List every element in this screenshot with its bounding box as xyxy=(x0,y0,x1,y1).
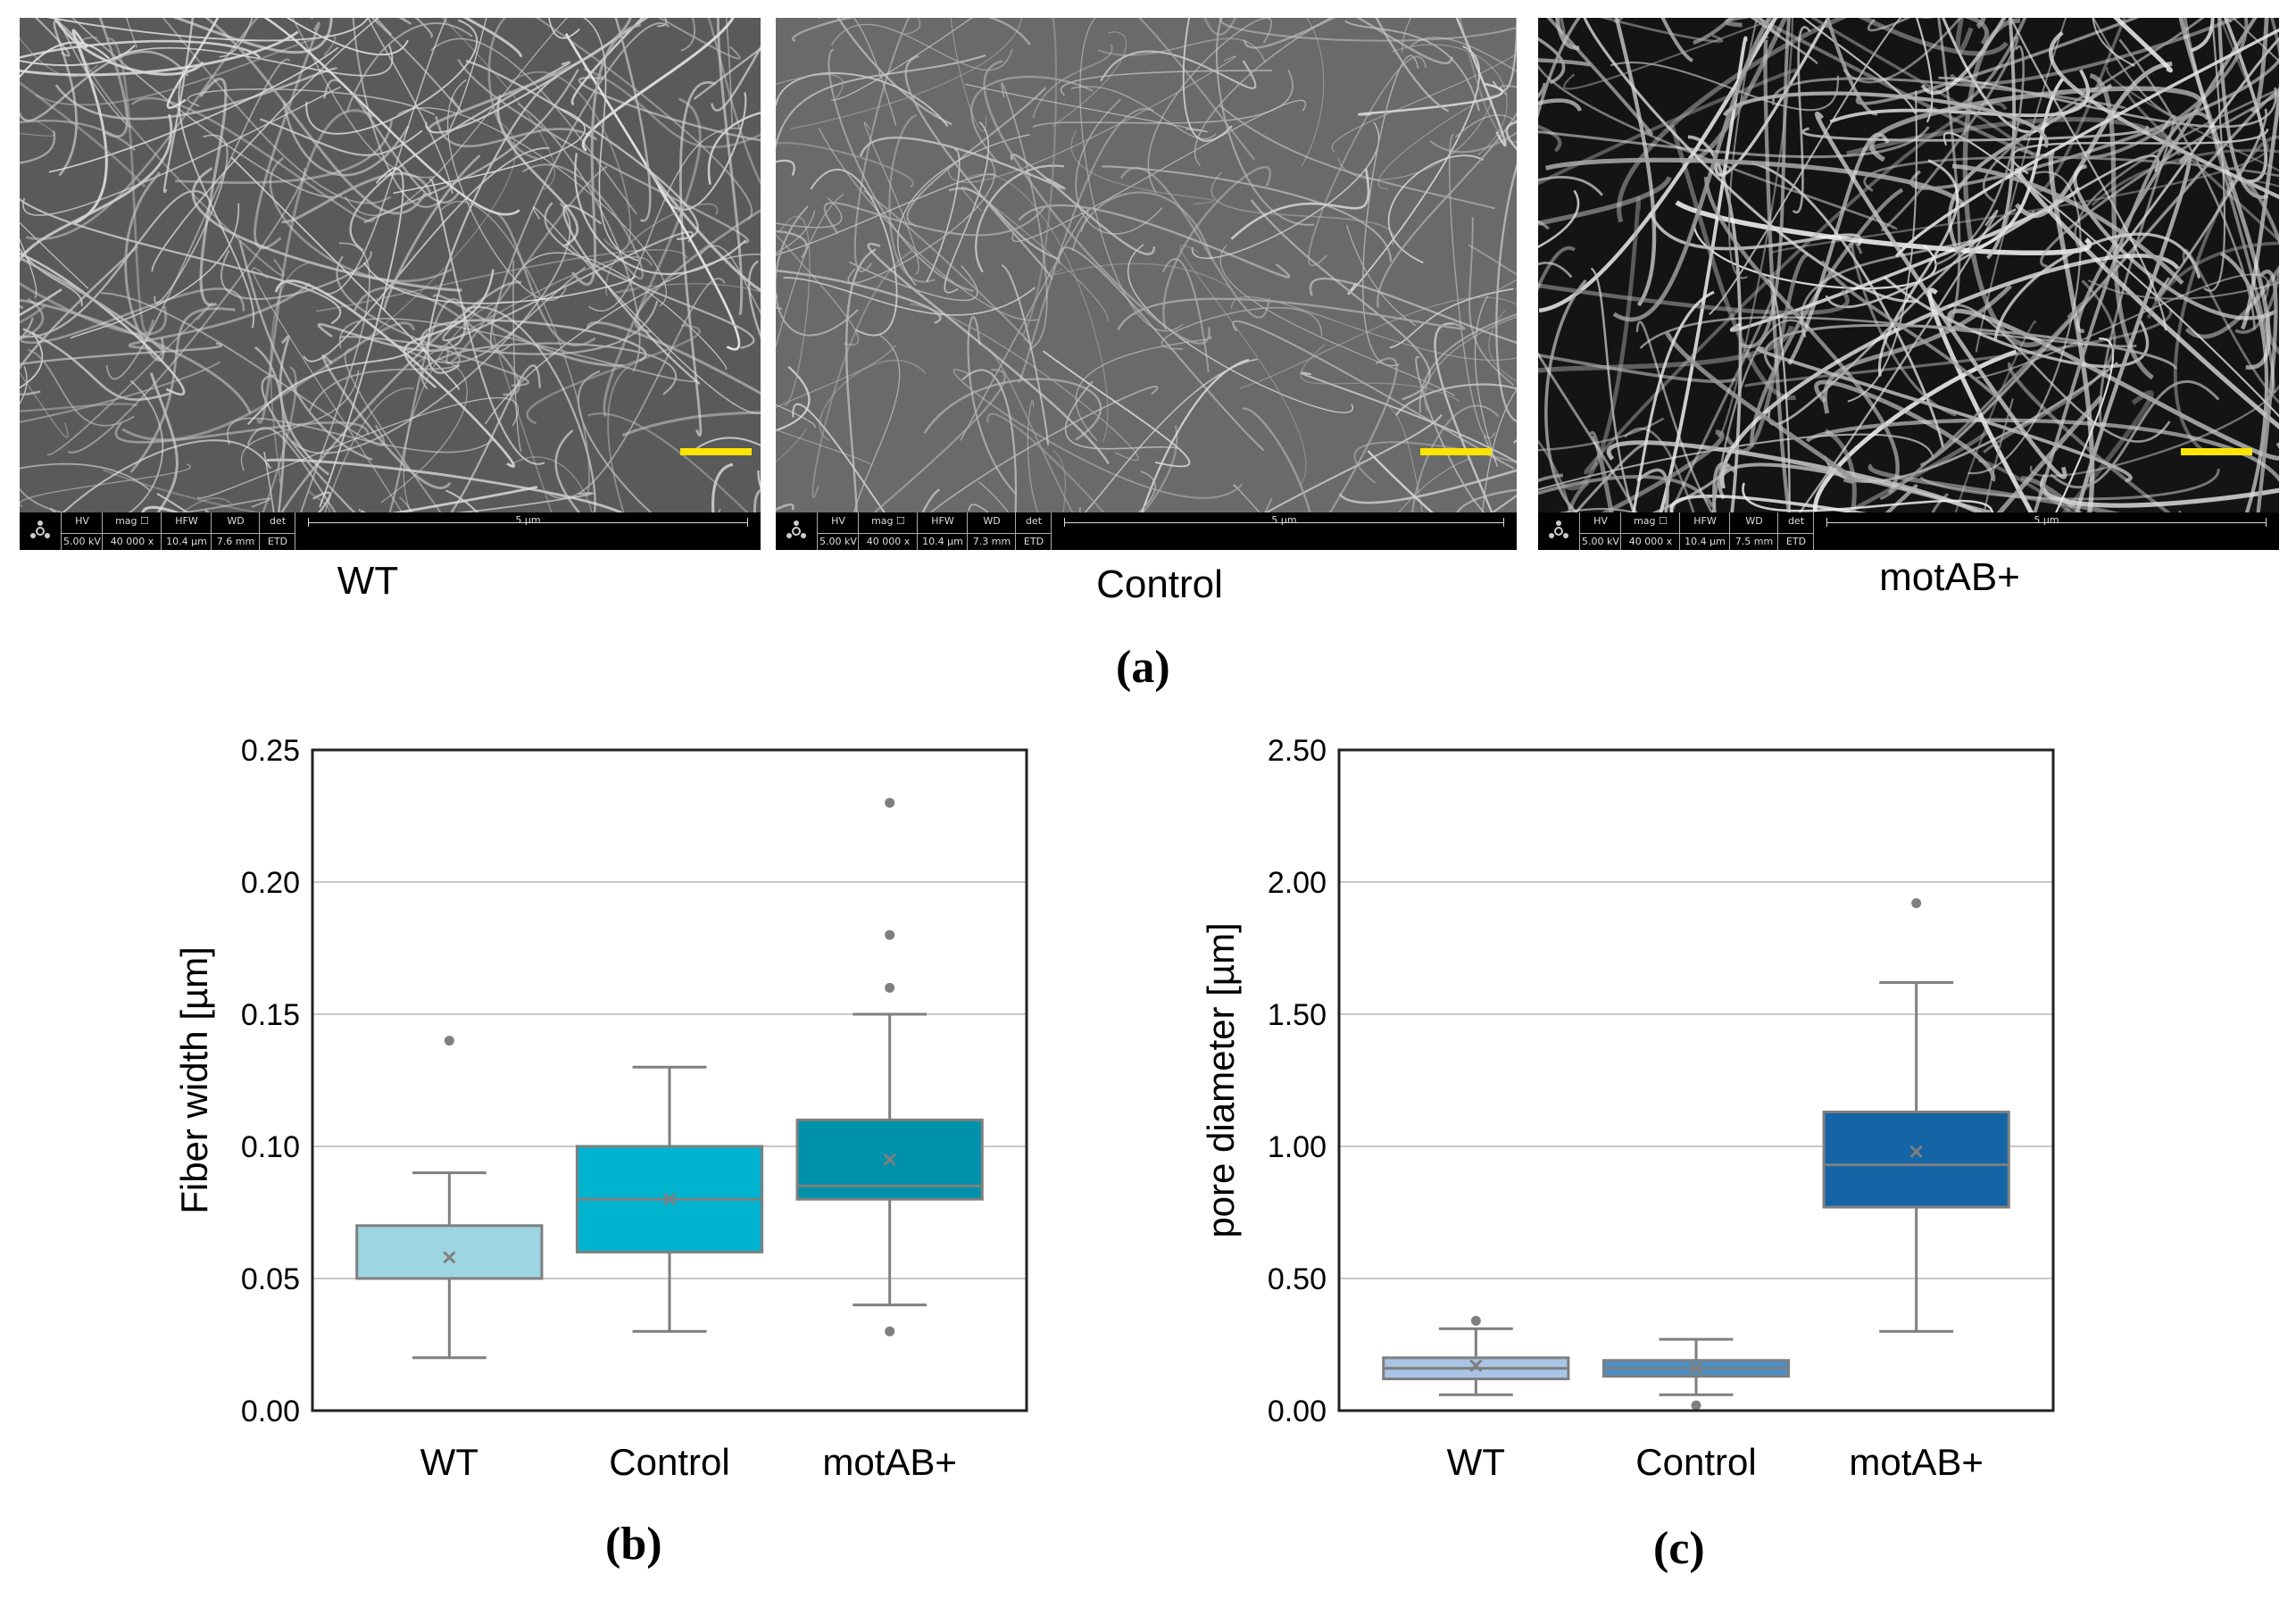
y-tick-label: 0.00 xyxy=(241,1395,300,1428)
mean-marker xyxy=(662,1193,677,1206)
y-tick-label: 0.25 xyxy=(241,734,300,768)
outlier-point xyxy=(1470,1315,1481,1326)
box-motab xyxy=(1822,1111,2010,1209)
sem-info-bar: HV 5.00 kV mag ☐ 40 000 x HFW 10.4 µm WD 7.6… xyxy=(20,512,761,550)
y-tick-label: 0.10 xyxy=(241,1130,300,1164)
instrument-logo-icon xyxy=(1549,521,1568,538)
y-tick-label: 0.05 xyxy=(241,1262,300,1296)
fiber-texture xyxy=(20,18,761,512)
y-axis-label: pore diameter [µm] xyxy=(1200,922,1242,1237)
hv-cell: HV 5.00 kV xyxy=(817,512,859,550)
mag-cell: mag ☐ 40 000 x xyxy=(858,512,918,550)
outlier-point xyxy=(885,929,895,940)
y-tick-label: 2.50 xyxy=(1268,734,1327,768)
sem-image-wt: HV 5.00 kV mag ☐ 40 000 x HFW 10.4 µm WD 7.6… xyxy=(20,18,761,550)
x-tick-label: Control xyxy=(1635,1441,1756,1483)
wd-cell: WD 7.5 mm xyxy=(1729,512,1778,550)
y-tick-label: 1.00 xyxy=(1268,1130,1327,1164)
outlier-point xyxy=(885,1326,895,1337)
scale-readout: 5 µm xyxy=(1813,512,2279,550)
box-wt xyxy=(355,1224,544,1280)
y-tick-label: 0.20 xyxy=(241,866,300,900)
mag-cell: mag ☐ 40 000 x xyxy=(1620,512,1680,550)
hfw-cell: HFW 10.4 µm xyxy=(161,512,212,550)
sem-info-bar: HV 5.00 kV mag ☐ 40 000 x HFW 10.4 µm WD 7.3… xyxy=(776,512,1517,550)
caption-wt: WT xyxy=(337,559,399,603)
sem-image-motab: HV 5.00 kV mag ☐ 40 000 x HFW 10.4 µm WD 7.5… xyxy=(1538,18,2279,550)
outlier-point xyxy=(885,982,895,993)
instrument-logo-icon xyxy=(30,521,50,538)
hfw-cell: HFW 10.4 µm xyxy=(1679,512,1730,550)
caption-motab: motAB+ xyxy=(1879,555,2020,599)
mean-marker xyxy=(1469,1359,1483,1372)
instrument-logo-icon xyxy=(786,521,806,538)
mean-marker xyxy=(443,1251,456,1264)
outlier-point xyxy=(885,797,895,808)
x-tick-label: motAB+ xyxy=(822,1441,957,1483)
mean-marker xyxy=(1689,1362,1703,1375)
wd-cell: WD 7.6 mm xyxy=(211,512,260,550)
panel-label-c: (c) xyxy=(1653,1523,1705,1574)
outlier-point xyxy=(1691,1400,1701,1411)
mean-marker xyxy=(1909,1145,1923,1158)
yellow-scale-bar xyxy=(2181,448,2252,455)
x-tick-label: Control xyxy=(609,1441,729,1483)
sem-image-control: HV 5.00 kV mag ☐ 40 000 x HFW 10.4 µm WD 7.3… xyxy=(776,18,1517,550)
det-cell: det ETD xyxy=(1015,512,1052,550)
x-tick-label: motAB+ xyxy=(1849,1441,1984,1483)
y-tick-label: 0.15 xyxy=(241,998,300,1032)
pore-diameter-boxplot: 0.00 0.50 1.00 1.50 2.00 2.50 pore diameter [µ… xyxy=(1200,734,2055,1483)
fiber-texture xyxy=(776,18,1517,512)
panel-label-b: (b) xyxy=(605,1519,662,1570)
yellow-scale-bar xyxy=(1420,448,1492,455)
y-tick-label: 2.00 xyxy=(1268,866,1327,900)
det-cell: det ETD xyxy=(259,512,295,550)
y-tick-label: 0.00 xyxy=(1268,1395,1327,1428)
x-tick-label: WT xyxy=(420,1441,478,1483)
plot-frame xyxy=(1337,748,2055,1412)
mean-marker xyxy=(883,1153,896,1166)
wd-cell: WD 7.3 mm xyxy=(967,512,1016,550)
y-axis-label: Fiber width [µm] xyxy=(173,946,215,1214)
x-tick-label: WT xyxy=(1447,1441,1505,1483)
y-tick-label: 0.50 xyxy=(1268,1262,1327,1296)
fiber-width-boxplot: 0.00 0.05 0.10 0.15 0.20 0.25 Fiber width [µm]… xyxy=(173,734,1028,1483)
yellow-scale-bar xyxy=(680,448,752,455)
hfw-cell: HFW 10.4 µm xyxy=(917,512,968,550)
hv-cell: HV 5.00 kV xyxy=(61,512,103,550)
caption-control: Control xyxy=(1096,562,1223,606)
hv-cell: HV 5.00 kV xyxy=(1579,512,1621,550)
outlier-point xyxy=(1911,898,1922,909)
mag-cell: mag ☐ 40 000 x xyxy=(102,512,162,550)
outlier-point xyxy=(444,1036,454,1046)
fiber-texture xyxy=(1538,18,2279,512)
scale-readout: 5 µm xyxy=(1051,512,1517,550)
plot-frame xyxy=(311,748,1028,1412)
det-cell: det ETD xyxy=(1777,512,1814,550)
sem-info-bar: HV 5.00 kV mag ☐ 40 000 x HFW 10.4 µm WD 7.5… xyxy=(1538,512,2279,550)
y-tick-label: 1.50 xyxy=(1268,998,1327,1032)
panel-label-a: (a) xyxy=(1116,642,1170,693)
scale-readout: 5 µm xyxy=(295,512,761,550)
